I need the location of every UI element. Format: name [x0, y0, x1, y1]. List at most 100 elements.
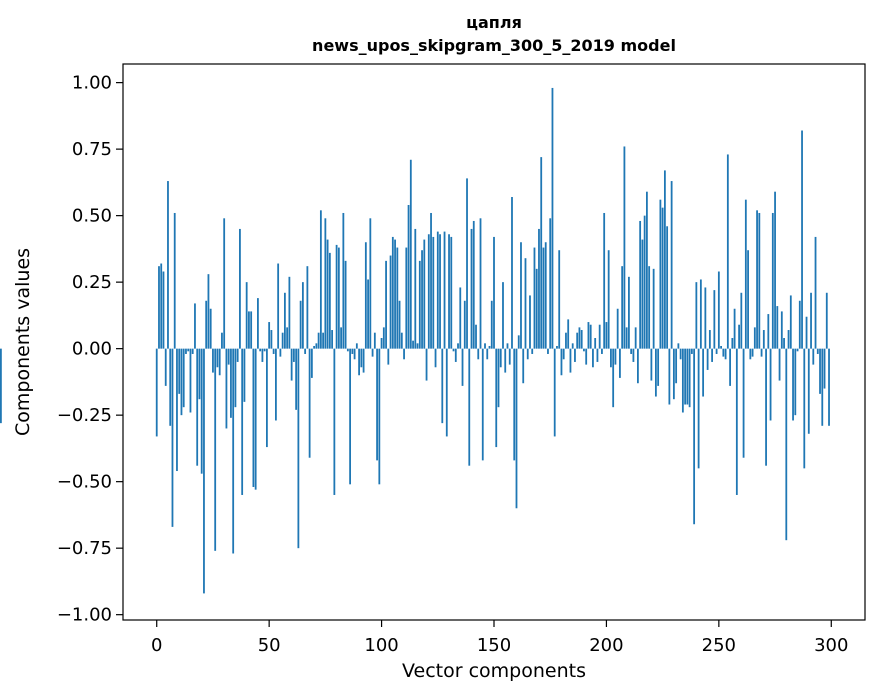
bar-47 [261, 348, 264, 362]
bar-108 [398, 300, 401, 349]
bar-10 [178, 348, 181, 394]
bar-277 [778, 348, 781, 381]
bar-262 [744, 199, 747, 349]
bar-46 [259, 348, 262, 352]
bar-245 [706, 348, 709, 370]
bar-211 [630, 348, 633, 354]
bar-32 [227, 348, 230, 365]
bar-124 [434, 348, 437, 368]
bar-58 [286, 327, 289, 349]
bar-90 [358, 348, 360, 376]
bar-131 [450, 236, 453, 349]
bar-15 [189, 348, 192, 413]
bar-3 [162, 271, 165, 349]
bar-279 [783, 338, 785, 349]
bar-177 [553, 348, 556, 437]
bar-127 [441, 348, 444, 424]
bar-44 [254, 348, 257, 490]
x-axis-label: Vector components [402, 660, 586, 682]
x-tick-label: 200 [589, 635, 623, 656]
bar-229 [670, 181, 673, 349]
x-tick-label: 100 [364, 635, 398, 656]
bar-114 [412, 340, 414, 349]
bar-281 [787, 330, 790, 349]
bar-94 [367, 279, 369, 349]
bar-54 [277, 263, 280, 349]
bar-212 [632, 348, 635, 362]
bar-165 [526, 348, 529, 360]
bar-171 [540, 157, 543, 349]
bar-187 [576, 332, 579, 349]
bar-180 [560, 348, 563, 376]
bar-185 [571, 343, 574, 349]
bar-71 [315, 343, 318, 349]
bar-255 [729, 348, 731, 386]
bar-271 [765, 348, 767, 466]
bar-105 [391, 236, 394, 349]
bar-89 [355, 343, 358, 349]
bar-13 [185, 348, 187, 354]
bar-75 [324, 218, 327, 349]
bar-38 [241, 348, 244, 495]
bar-244 [704, 287, 707, 349]
y-tick-label: 1.00 [72, 73, 112, 94]
bar-113 [409, 159, 412, 349]
bar-122 [430, 212, 432, 349]
bar-194 [592, 348, 594, 368]
bar-40 [245, 282, 248, 349]
bar-235 [684, 348, 687, 405]
bar-226 [663, 170, 666, 349]
bar-234 [681, 348, 684, 413]
bar-101 [382, 327, 385, 349]
bar-109 [400, 332, 403, 349]
bar-82 [340, 327, 342, 349]
bar-128 [443, 231, 446, 349]
bar-43 [252, 348, 255, 487]
bar-55 [279, 348, 282, 357]
bar-275 [774, 191, 776, 349]
bar-270 [762, 330, 765, 349]
bar-203 [612, 348, 615, 408]
bar-59 [288, 276, 291, 349]
bar-42 [250, 311, 253, 349]
bar-57 [283, 292, 286, 349]
bar-202 [610, 348, 612, 368]
bar-100 [380, 338, 383, 349]
bar-133 [454, 348, 457, 362]
bar-39 [243, 348, 246, 402]
bar-76 [326, 239, 329, 349]
bar-181 [562, 348, 565, 360]
bar-230 [672, 348, 675, 400]
bar-95 [369, 218, 372, 349]
bar-144 [479, 218, 482, 349]
bar-26 [214, 348, 217, 551]
bar-130 [448, 234, 450, 349]
bar-205 [616, 308, 619, 349]
bar-220 [650, 348, 653, 381]
bar-266 [753, 327, 756, 349]
bar-27 [216, 348, 219, 368]
bar-166 [529, 295, 531, 349]
bar-9 [176, 348, 178, 472]
bar-222 [654, 348, 657, 397]
bar-68 [308, 348, 311, 458]
bar-24 [209, 308, 212, 349]
bar-200 [605, 322, 608, 349]
bar-98 [376, 348, 378, 461]
bar-6 [169, 348, 172, 426]
bar-135 [459, 287, 462, 349]
bar-296 [821, 348, 824, 426]
bar-31 [225, 348, 228, 429]
bar-291 [810, 292, 812, 349]
bar-69 [310, 348, 313, 378]
bar-198 [601, 348, 603, 354]
bar-292 [812, 348, 815, 365]
bar-92 [362, 348, 365, 373]
bar-263 [747, 250, 749, 349]
bar-154 [502, 282, 504, 349]
bar-170 [538, 228, 540, 349]
bar-161 [517, 335, 520, 349]
bar-22 [205, 300, 208, 349]
bar-118 [421, 250, 423, 349]
bar-53 [275, 348, 277, 421]
